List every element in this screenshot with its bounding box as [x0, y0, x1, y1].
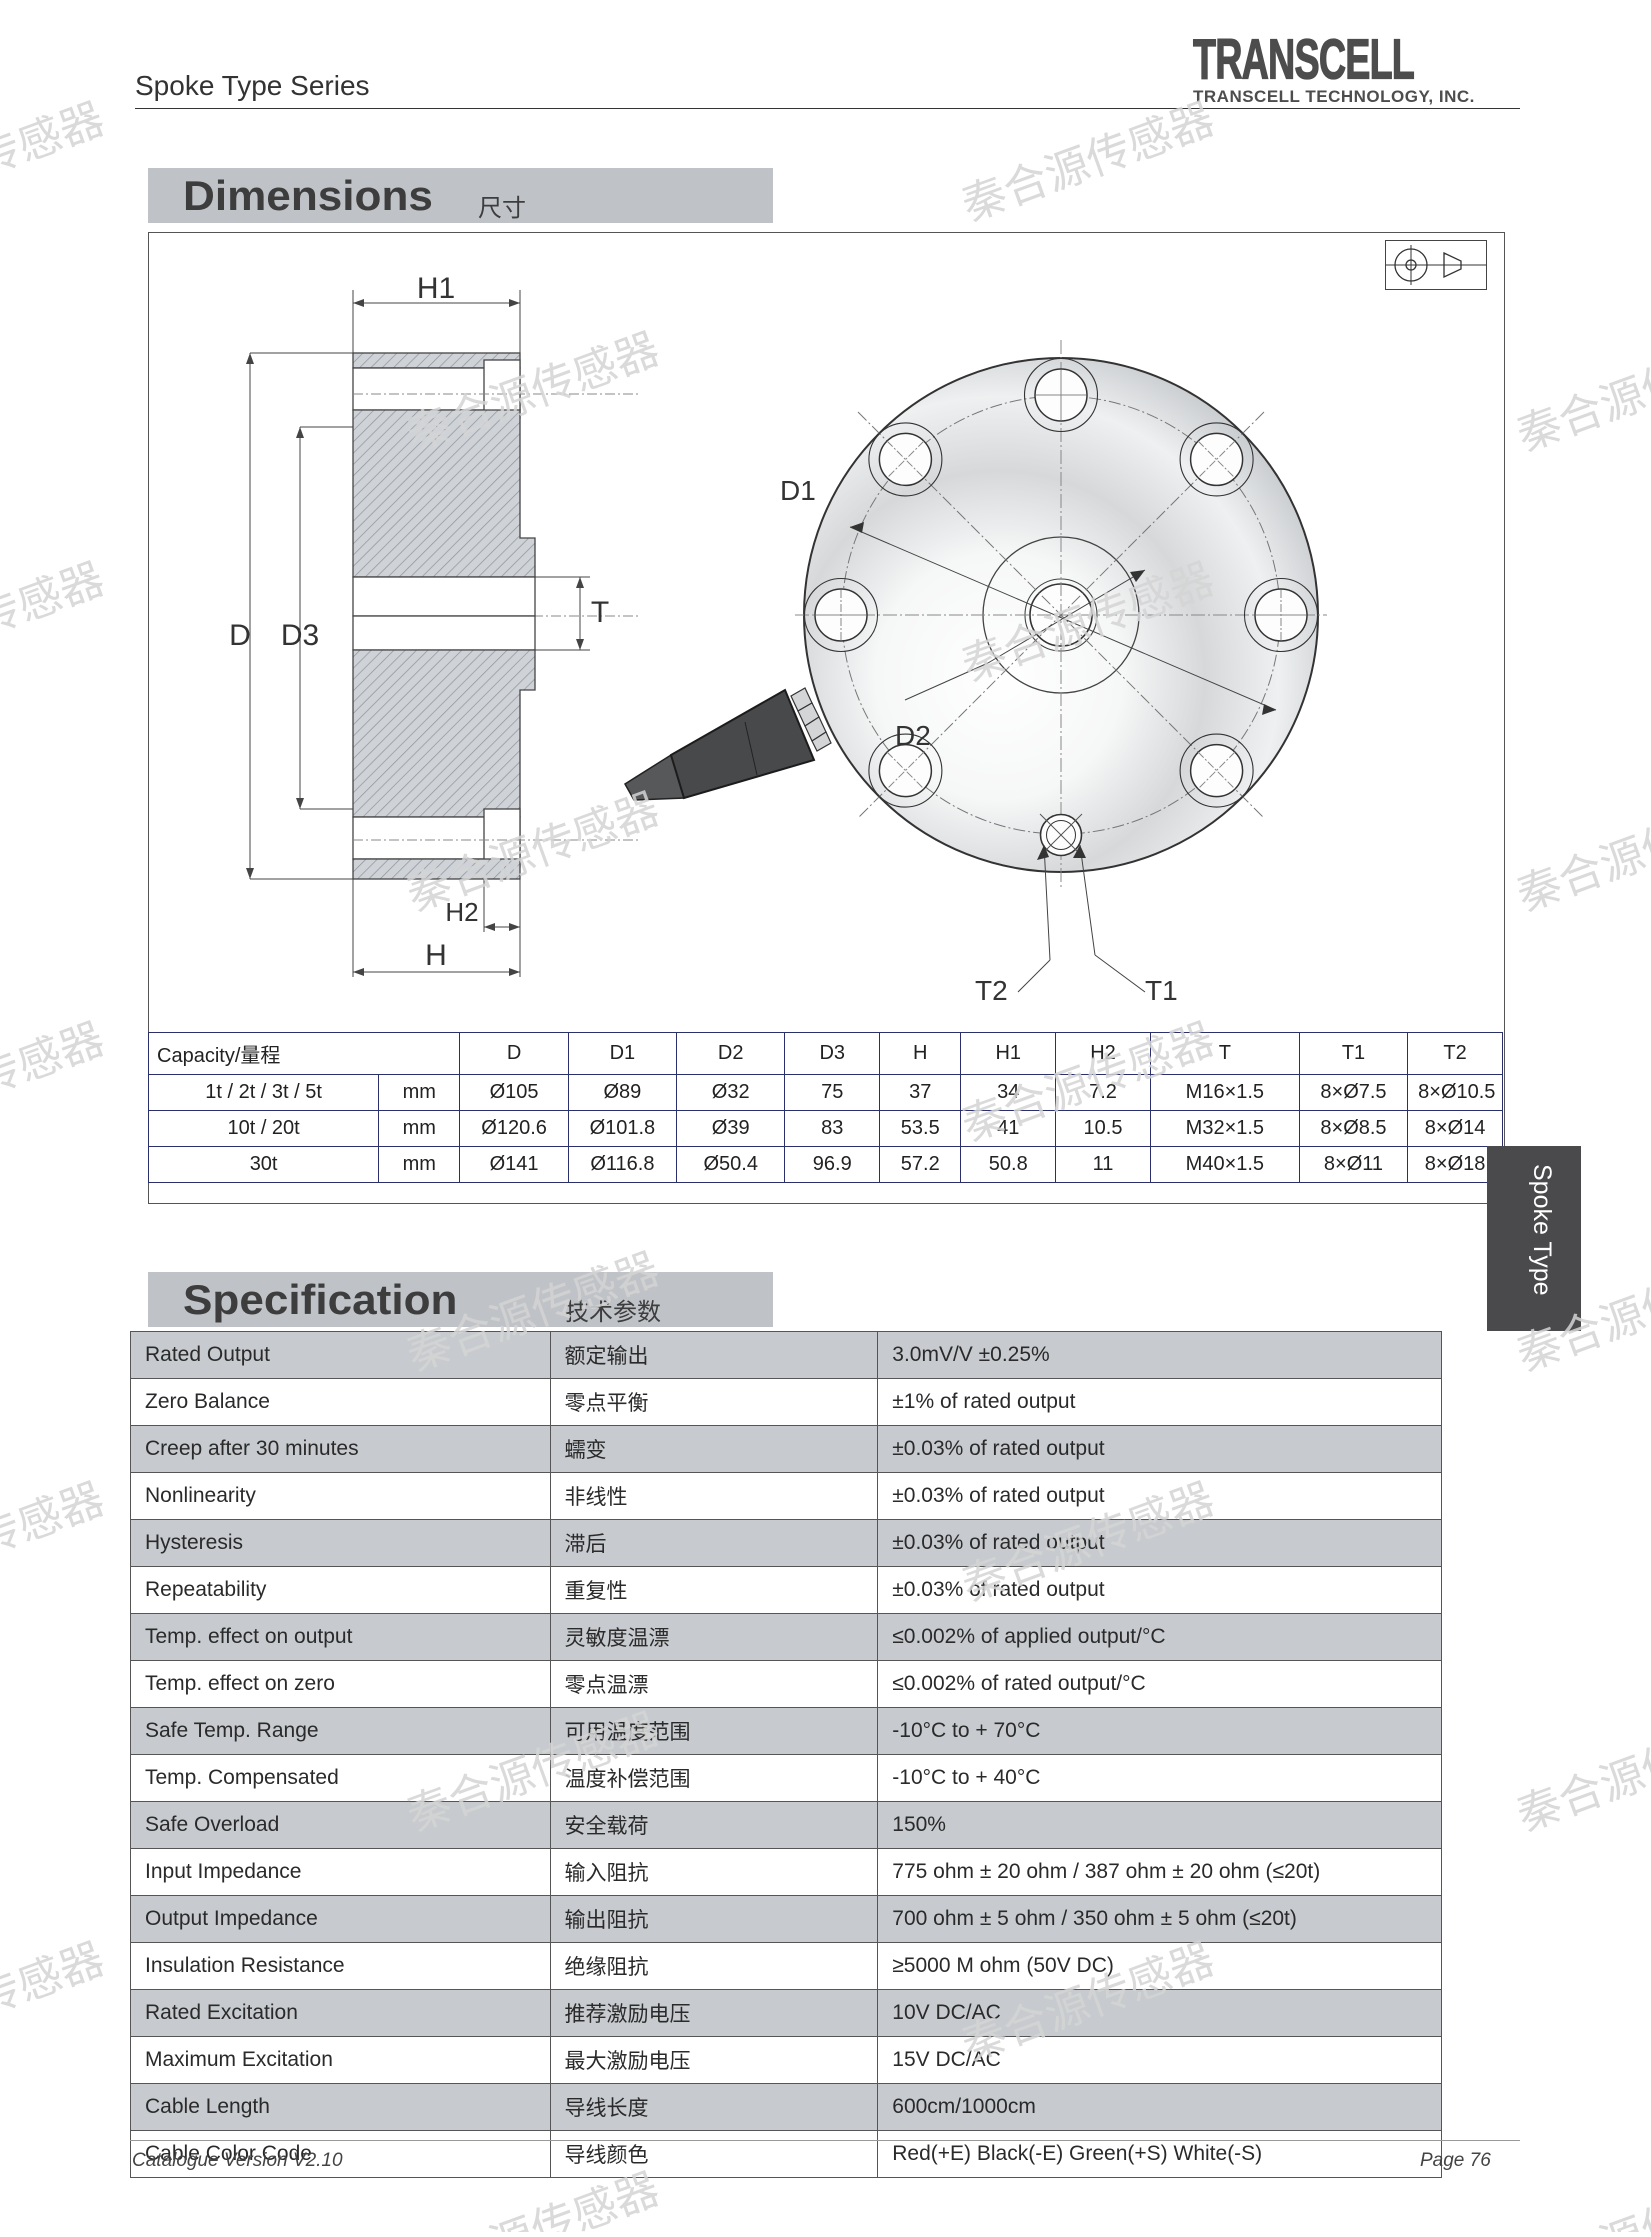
- svg-text:D: D: [229, 619, 251, 652]
- svg-text:H1: H1: [417, 272, 455, 305]
- svg-text:D3: D3: [281, 619, 319, 652]
- svg-text:T: T: [591, 596, 609, 629]
- svg-text:H: H: [425, 939, 447, 972]
- svg-text:Spoke Type: Spoke Type: [1528, 1164, 1556, 1296]
- svg-text:H2: H2: [445, 897, 478, 927]
